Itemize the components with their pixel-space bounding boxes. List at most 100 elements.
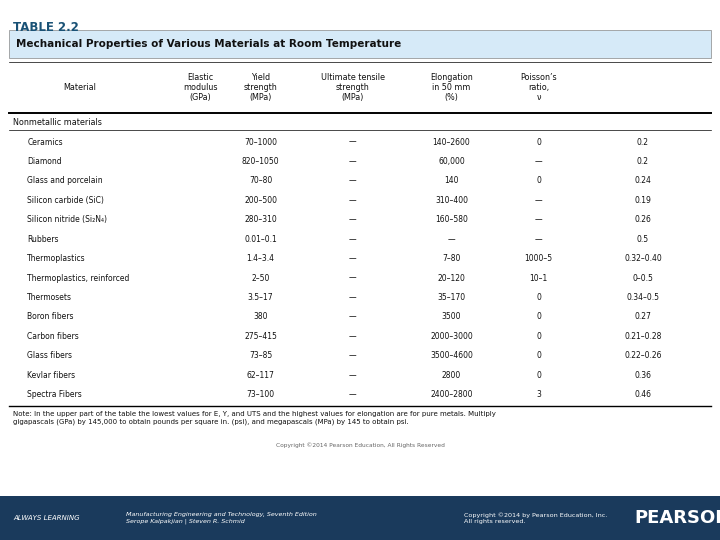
Text: PEARSON: PEARSON — [634, 509, 720, 527]
Text: 2000–3000: 2000–3000 — [430, 332, 473, 341]
Text: 70–1000: 70–1000 — [244, 138, 277, 146]
Text: 200–500: 200–500 — [244, 196, 277, 205]
Text: 1.4–3.4: 1.4–3.4 — [247, 254, 274, 263]
Text: 0: 0 — [536, 313, 541, 321]
Text: Elastic
modulus
(GPa): Elastic modulus (GPa) — [183, 72, 217, 103]
Text: 3: 3 — [536, 390, 541, 399]
Text: 0.21–0.28: 0.21–0.28 — [624, 332, 662, 341]
Text: Silicon nitride (Si₂N₄): Silicon nitride (Si₂N₄) — [27, 215, 107, 224]
Text: Silicon carbide (SiC): Silicon carbide (SiC) — [27, 196, 104, 205]
Text: 0: 0 — [536, 352, 541, 360]
Text: 380: 380 — [253, 313, 268, 321]
Text: 275–415: 275–415 — [244, 332, 277, 341]
Text: —: — — [349, 177, 356, 185]
Text: —: — — [349, 313, 356, 321]
Text: Yield
strength
(MPa): Yield strength (MPa) — [244, 72, 277, 103]
Text: 310–400: 310–400 — [435, 196, 468, 205]
Text: 0.19: 0.19 — [634, 196, 652, 205]
Text: Elongation
in 50 mm
(%): Elongation in 50 mm (%) — [430, 72, 473, 103]
Text: 20–120: 20–120 — [438, 274, 465, 282]
Text: 2400–2800: 2400–2800 — [430, 390, 473, 399]
Text: 60,000: 60,000 — [438, 157, 465, 166]
Text: 35–170: 35–170 — [437, 293, 466, 302]
Text: Thermoplastics: Thermoplastics — [27, 254, 86, 263]
Text: Material: Material — [63, 83, 96, 92]
Text: Glass and porcelain: Glass and porcelain — [27, 177, 103, 185]
Text: 3500–4600: 3500–4600 — [430, 352, 473, 360]
Text: 0.32–0.40: 0.32–0.40 — [624, 254, 662, 263]
Text: Glass fibers: Glass fibers — [27, 352, 72, 360]
Text: 0–0.5: 0–0.5 — [633, 274, 653, 282]
Text: Poisson’s
ratio,
ν: Poisson’s ratio, ν — [521, 72, 557, 103]
Text: 0.2: 0.2 — [637, 157, 649, 166]
Text: 0: 0 — [536, 293, 541, 302]
Text: 3.5–17: 3.5–17 — [248, 293, 274, 302]
Text: 0: 0 — [536, 371, 541, 380]
Text: 0.01–0.1: 0.01–0.1 — [244, 235, 277, 244]
Text: —: — — [349, 352, 356, 360]
Text: 0: 0 — [536, 332, 541, 341]
Text: 140: 140 — [444, 177, 459, 185]
Text: TABLE 2.2: TABLE 2.2 — [13, 21, 78, 33]
Text: 0.24: 0.24 — [634, 177, 652, 185]
Text: —: — — [535, 235, 542, 244]
Text: Copyright ©2014 Pearson Education, All Rights Reserved: Copyright ©2014 Pearson Education, All R… — [276, 443, 444, 448]
Text: ALWAYS LEARNING: ALWAYS LEARNING — [13, 515, 79, 521]
Text: 820–1050: 820–1050 — [242, 157, 279, 166]
Text: 0: 0 — [536, 177, 541, 185]
Text: —: — — [349, 157, 356, 166]
Text: Ultimate tensile
strength
(MPa): Ultimate tensile strength (MPa) — [321, 72, 384, 103]
Text: 70–80: 70–80 — [249, 177, 272, 185]
Text: —: — — [349, 390, 356, 399]
Text: Thermosets: Thermosets — [27, 293, 72, 302]
Text: 62–117: 62–117 — [247, 371, 274, 380]
Text: 2800: 2800 — [442, 371, 461, 380]
Text: Boron fibers: Boron fibers — [27, 313, 74, 321]
Text: —: — — [349, 138, 356, 146]
Text: —: — — [349, 293, 356, 302]
Text: —: — — [349, 196, 356, 205]
Text: 0.5: 0.5 — [637, 235, 649, 244]
Text: —: — — [448, 235, 455, 244]
Text: 7–80: 7–80 — [442, 254, 461, 263]
Text: 0.34–0.5: 0.34–0.5 — [626, 293, 660, 302]
Text: Mechanical Properties of Various Materials at Room Temperature: Mechanical Properties of Various Materia… — [16, 39, 401, 49]
Text: 1000–5: 1000–5 — [524, 254, 553, 263]
Text: 0.26: 0.26 — [634, 215, 652, 224]
Text: Ceramics: Ceramics — [27, 138, 63, 146]
Text: 73–85: 73–85 — [249, 352, 272, 360]
Text: —: — — [349, 215, 356, 224]
Text: 0.46: 0.46 — [634, 390, 652, 399]
Text: 160–580: 160–580 — [435, 215, 468, 224]
Text: Carbon fibers: Carbon fibers — [27, 332, 79, 341]
Text: —: — — [535, 157, 542, 166]
Text: —: — — [349, 235, 356, 244]
Text: —: — — [349, 332, 356, 341]
Text: 0.2: 0.2 — [637, 138, 649, 146]
Text: Kevlar fibers: Kevlar fibers — [27, 371, 76, 380]
Text: —: — — [535, 196, 542, 205]
Text: 280–310: 280–310 — [244, 215, 277, 224]
FancyBboxPatch shape — [9, 30, 711, 58]
Text: 0.36: 0.36 — [634, 371, 652, 380]
Text: —: — — [349, 254, 356, 263]
Text: Nonmetallic materials: Nonmetallic materials — [13, 118, 102, 127]
Text: 2–50: 2–50 — [251, 274, 270, 282]
Text: 73–100: 73–100 — [246, 390, 275, 399]
Text: —: — — [349, 274, 356, 282]
Text: 140–2600: 140–2600 — [433, 138, 470, 146]
Text: Rubbers: Rubbers — [27, 235, 59, 244]
Text: Diamond: Diamond — [27, 157, 62, 166]
Text: —: — — [349, 371, 356, 380]
FancyBboxPatch shape — [0, 496, 720, 540]
Text: Thermoplastics, reinforced: Thermoplastics, reinforced — [27, 274, 130, 282]
Text: Note: In the upper part of the table the lowest values for E, Y, and UTS and the: Note: In the upper part of the table the… — [13, 411, 496, 425]
Text: 0.27: 0.27 — [634, 313, 652, 321]
Text: 0: 0 — [536, 138, 541, 146]
Text: Spectra Fibers: Spectra Fibers — [27, 390, 82, 399]
Text: Copyright ©2014 by Pearson Education, Inc.
All rights reserved.: Copyright ©2014 by Pearson Education, In… — [464, 512, 608, 524]
Text: 10–1: 10–1 — [529, 274, 548, 282]
Text: Manufacturing Engineering and Technology, Seventh Edition
Serope Kalpakjian | St: Manufacturing Engineering and Technology… — [126, 512, 317, 523]
Text: 0.22–0.26: 0.22–0.26 — [624, 352, 662, 360]
Text: 3500: 3500 — [441, 313, 462, 321]
